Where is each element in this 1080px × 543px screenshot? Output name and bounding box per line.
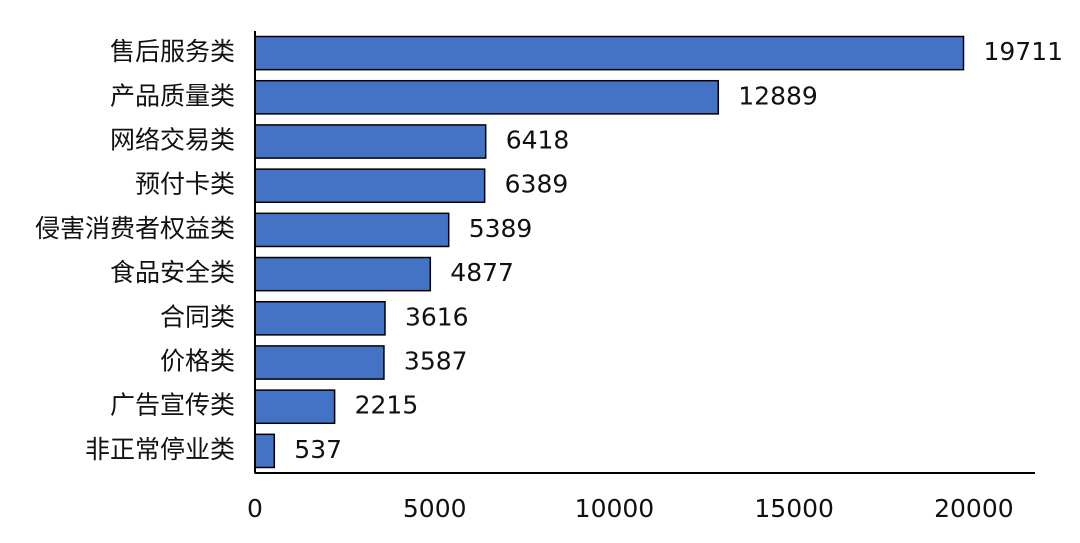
y-tick-label: 广告宣传类 [110, 391, 235, 420]
y-tick-label: 侵害消费者权益类 [35, 214, 235, 243]
bar [254, 79, 720, 115]
bar [254, 433, 276, 469]
x-tick-label: 15000 [754, 494, 834, 523]
bar [254, 168, 486, 204]
bar [254, 345, 385, 380]
x-tick-label: 10000 [575, 494, 655, 523]
y-tick-label: 食品安全类 [110, 258, 235, 287]
y-tick-label: 售后服务类 [110, 37, 235, 66]
value-label: 4877 [450, 258, 514, 287]
y-tick-label: 预付卡类 [135, 170, 235, 199]
y-tick-label: 网络交易类 [110, 126, 235, 155]
value-label: 3616 [405, 302, 469, 331]
bar [254, 35, 965, 71]
value-label: 6418 [506, 126, 570, 155]
y-tick-label: 产品质量类 [110, 81, 235, 110]
x-tick-label: 0 [247, 494, 263, 523]
bar [254, 124, 487, 159]
y-tick-label: 价格类 [160, 347, 235, 376]
x-tick-label: 5000 [403, 494, 467, 523]
value-label: 5389 [469, 214, 533, 243]
y-tick-label: 合同类 [160, 302, 235, 331]
value-label: 12889 [738, 81, 818, 110]
y-tick-label: 非正常停业类 [85, 435, 235, 464]
value-label: 6389 [505, 170, 569, 199]
bar [254, 212, 450, 248]
x-tick-label: 20000 [934, 494, 1014, 523]
bar [254, 389, 336, 425]
value-label: 19711 [984, 37, 1064, 66]
value-label: 2215 [355, 391, 419, 420]
value-label: 3587 [404, 347, 468, 376]
value-label: 537 [294, 435, 342, 464]
bar [254, 256, 432, 292]
bar [254, 300, 386, 336]
